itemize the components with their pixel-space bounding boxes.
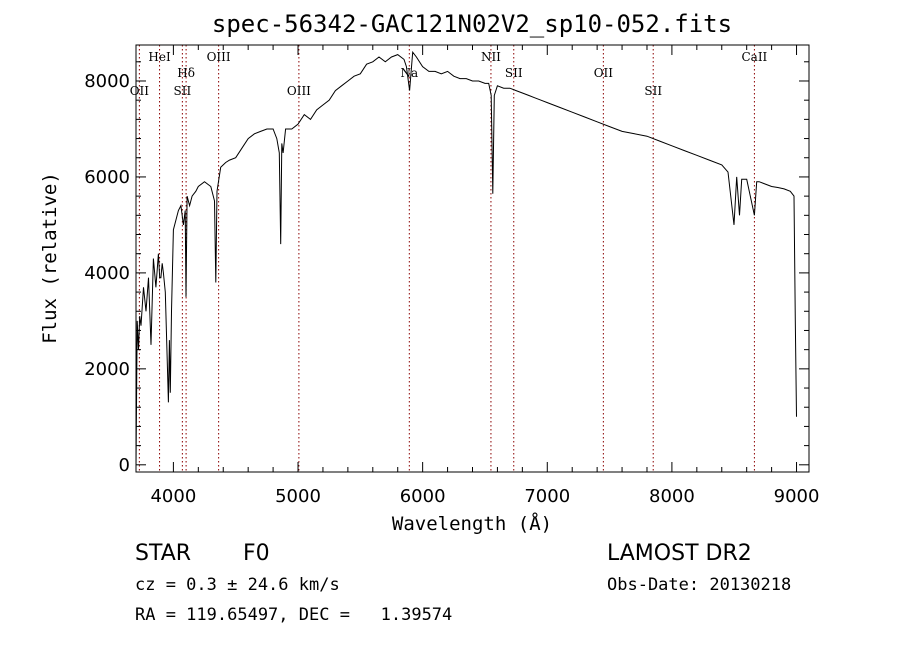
line-marker-label: OII bbox=[130, 84, 150, 98]
x-axis-ticks: 4000 5000 6000 7000 8000 9000 bbox=[150, 45, 819, 507]
line-marker-label: SII bbox=[644, 84, 662, 98]
y-axis-ticks: 0 2000 4000 6000 8000 bbox=[84, 61, 809, 476]
x-tick-label: 4000 bbox=[150, 486, 196, 507]
y-axis-label: Flux (relative) bbox=[39, 172, 61, 344]
line-marker-label: Na bbox=[400, 66, 418, 80]
x-tick-label: 9000 bbox=[774, 486, 820, 507]
x-tick-label: 8000 bbox=[649, 486, 695, 507]
subclass: F0 bbox=[243, 541, 270, 566]
x-axis-label: Wavelength (Å) bbox=[392, 512, 552, 535]
y-tick-label: 6000 bbox=[84, 167, 130, 188]
x-tick-label: 7000 bbox=[524, 486, 570, 507]
y-tick-label: 2000 bbox=[84, 359, 130, 380]
line-marker-label: SII bbox=[174, 84, 192, 98]
chart-title: spec-56342-GAC121N02V2_sp10-052.fits bbox=[212, 10, 732, 38]
line-marker-label: OII bbox=[594, 66, 614, 80]
coordinates: RA = 119.65497, DEC = 1.39574 bbox=[135, 605, 452, 625]
line-marker-label: CaII bbox=[741, 50, 767, 64]
x-tick-label: 6000 bbox=[400, 486, 446, 507]
line-marker-label: OIII bbox=[287, 84, 311, 98]
line-marker-label: SII bbox=[505, 66, 523, 80]
line-marker-label: OIII bbox=[207, 50, 231, 64]
line-marker-label: NII bbox=[481, 50, 501, 64]
plot-frame bbox=[135, 44, 810, 473]
object-class: STAR bbox=[135, 541, 191, 566]
spectrum-line bbox=[135, 50, 797, 468]
line-marker-label: Hδ bbox=[177, 66, 195, 80]
survey-name: LAMOST DR2 bbox=[607, 541, 752, 566]
line-marker-label: HeI bbox=[148, 50, 171, 64]
line-labels: OII HeI Hδ SII OIII OIII Na NII SII OII SII CaII bbox=[130, 50, 768, 98]
line-markers bbox=[138, 45, 755, 472]
obs-date: Obs-Date: 20130218 bbox=[607, 575, 791, 595]
y-tick-label: 0 bbox=[119, 455, 130, 476]
y-tick-label: 4000 bbox=[84, 263, 130, 284]
redshift-info: cz = 0.3 ± 24.6 km/s bbox=[135, 575, 340, 595]
x-tick-label: 5000 bbox=[275, 486, 321, 507]
y-tick-label: 8000 bbox=[84, 71, 130, 92]
